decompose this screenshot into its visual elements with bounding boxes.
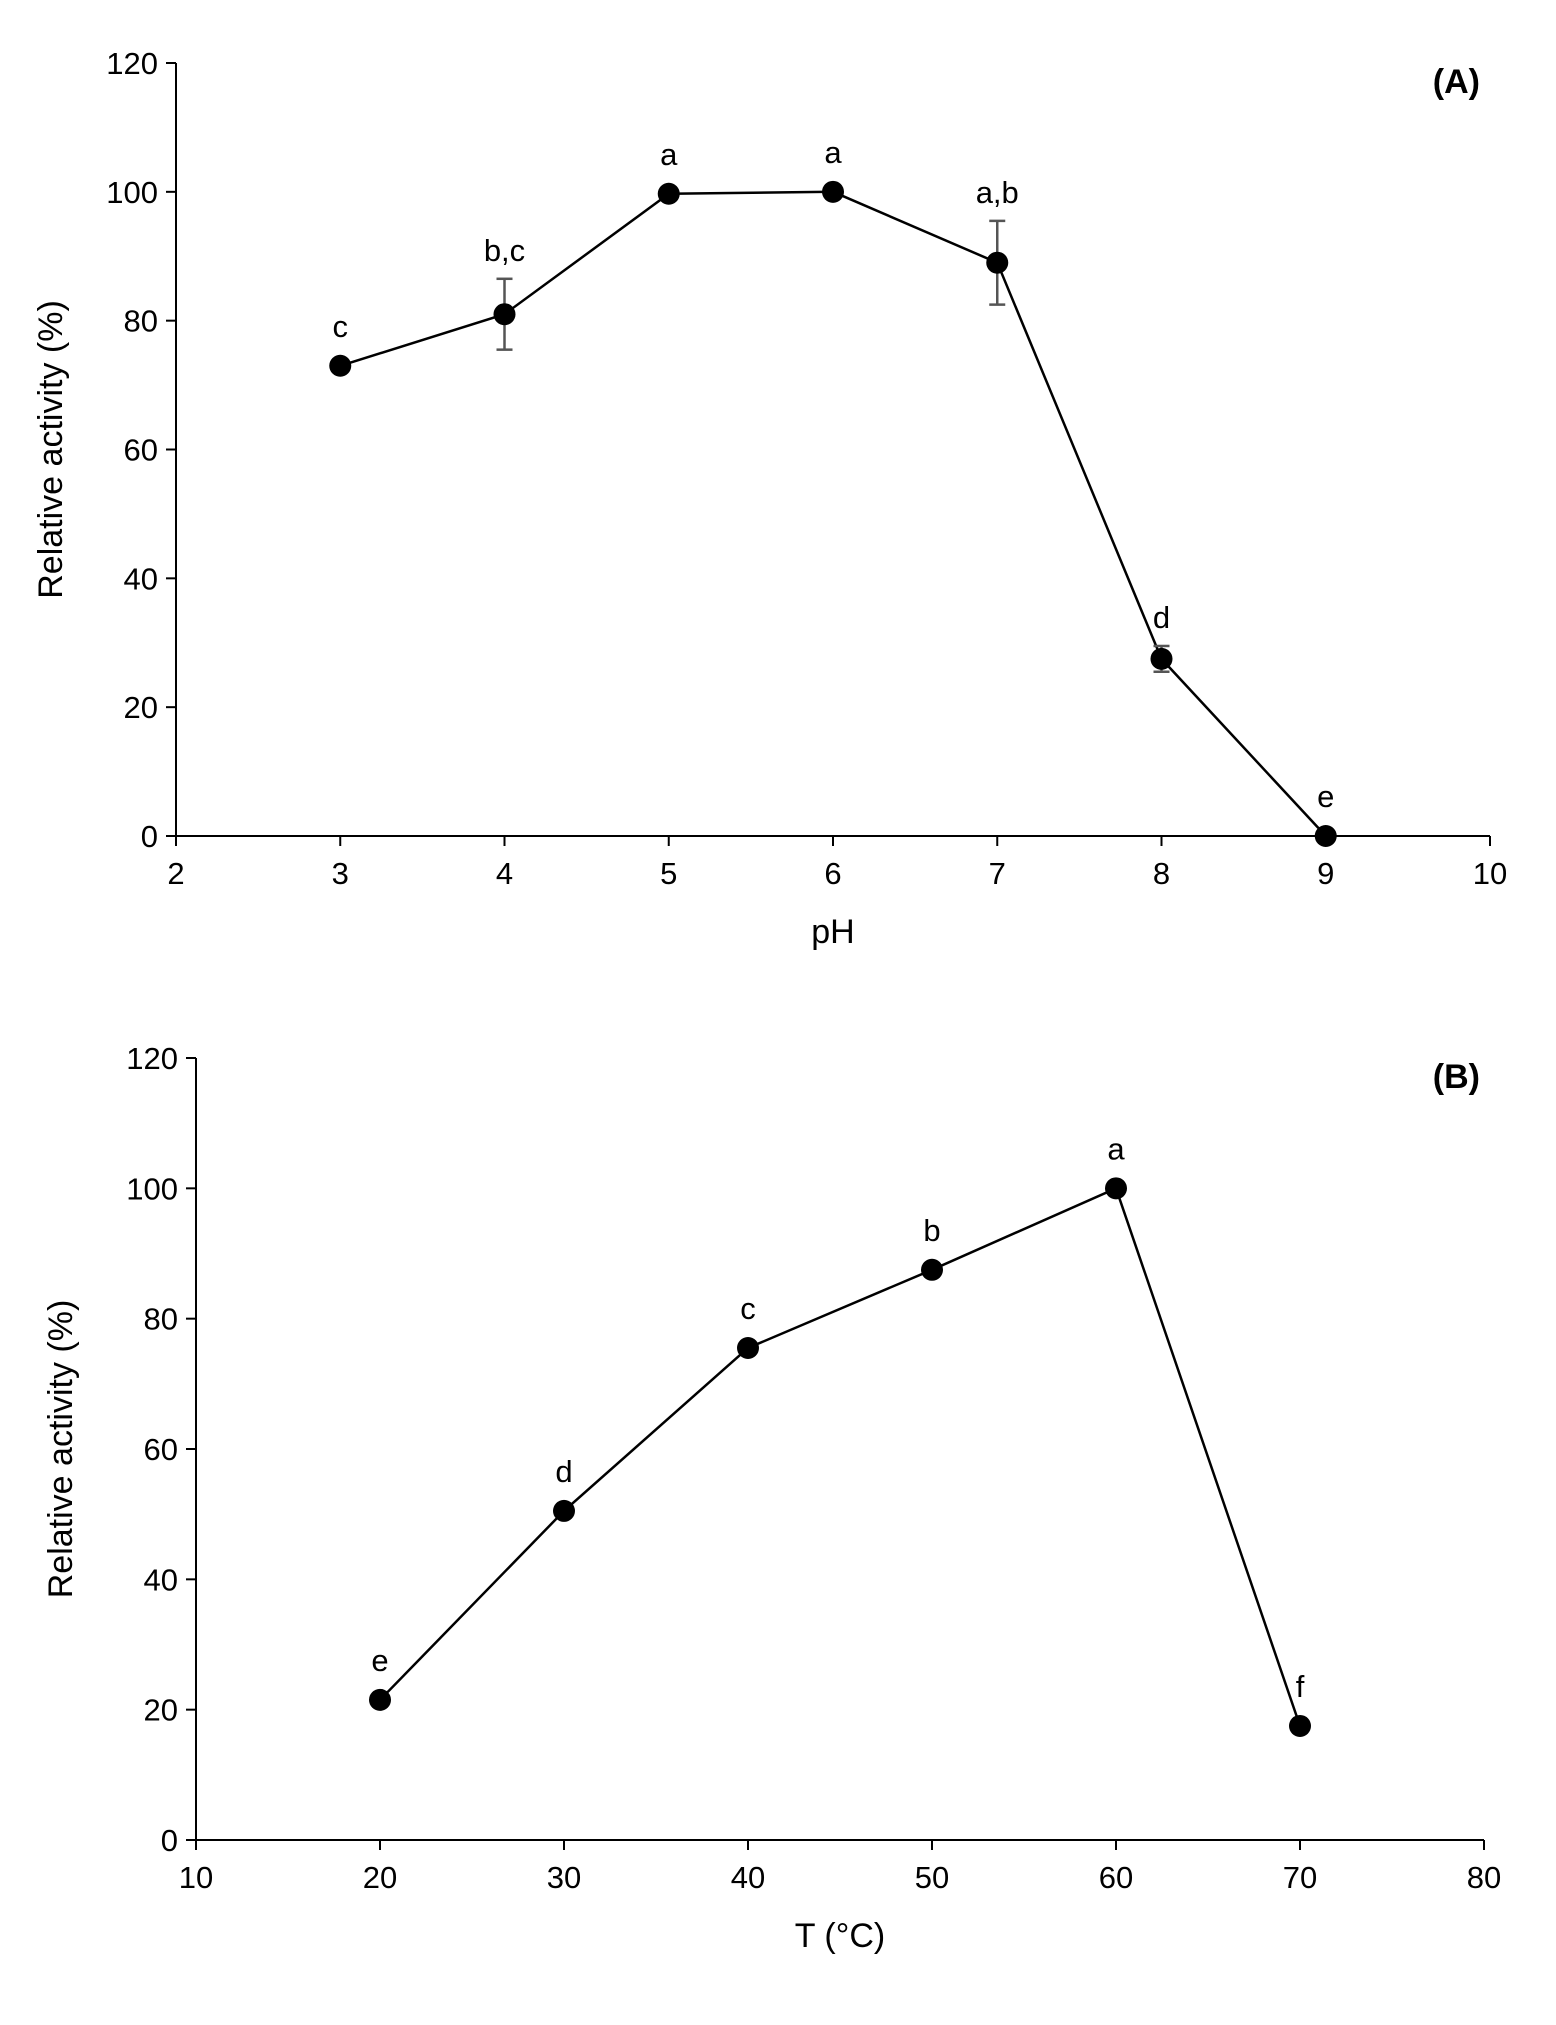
chart1-x-tick-label: 6: [824, 856, 841, 891]
chart2-data-point: [1289, 1714, 1311, 1737]
chart2-data-point: [921, 1258, 943, 1281]
chart1-y-tick-label: 100: [106, 175, 158, 210]
chart1-significance-letter: a: [824, 135, 842, 170]
chart2-panel-label: (B): [1433, 1058, 1480, 1096]
chart1-data-point: [657, 182, 680, 205]
chart2-data-point: [369, 1688, 391, 1711]
chart2-significance-letter: d: [555, 1454, 572, 1489]
chart1-significance-letter: b,c: [484, 233, 525, 268]
chart1-y-tick-label: 20: [124, 690, 158, 725]
panel-b-temperature-activity-chart: 0 20 40 60 80 100 120 10 20 30 40 50 60 70 80 T (°C) Rel…: [42, 1041, 1501, 1955]
chart1-x-tick-label: 9: [1317, 856, 1334, 891]
chart1-x-tick-label: 3: [332, 856, 349, 891]
chart2-data-point: [553, 1499, 575, 1522]
chart1-significance-letter: d: [1153, 600, 1170, 635]
chart1-significance-letter: a: [660, 137, 678, 172]
chart2-x-tick-label: 40: [731, 1860, 765, 1895]
chart2-series-line: [379, 1186, 1302, 1727]
chart2-x-tick-label: 30: [547, 1860, 581, 1895]
chart1-y-tick-label: 0: [141, 819, 158, 854]
chart2-y-tick-label: 80: [144, 1302, 178, 1337]
chart2-x-tick-label: 70: [1283, 1860, 1317, 1895]
chart1-significance-letter: c: [333, 309, 349, 344]
panel-a-ph-activity-chart: 0 20 40 60 80 100 120 2 3 4 5 6 7 8 9 10 pH Relative acti…: [32, 46, 1507, 951]
chart2-y-tick-label: 20: [144, 1693, 178, 1728]
chart2-data-point: [1105, 1177, 1127, 1200]
chart2-significance-letter: b: [923, 1213, 940, 1248]
chart2-significance-letter: c: [740, 1291, 756, 1326]
chart1-y-axis-title: Relative activity (%): [32, 300, 70, 599]
chart1-series-line: [339, 190, 1327, 837]
chart1-data-point: [1150, 647, 1173, 670]
chart1-x-tick-label: 2: [167, 856, 184, 891]
chart1-panel-label: (A): [1433, 63, 1480, 101]
chart1-y-tick-label: 60: [124, 433, 158, 468]
chart1-y-tick-label: 80: [124, 304, 158, 339]
chart1-data-point: [822, 180, 844, 203]
chart1-x-axis-title: pH: [811, 913, 854, 951]
chart1-x-tick-label: 10: [1473, 856, 1507, 891]
chart2-y-tick-label: 40: [144, 1562, 178, 1597]
chart2-significance-letter: e: [371, 1643, 388, 1678]
chart1-x-tick-label: 5: [660, 856, 677, 891]
chart1-x-tick-label: 8: [1153, 856, 1170, 891]
chart1-significance-letter: a,b: [976, 175, 1019, 210]
chart2-x-axis-title: T (°C): [795, 1917, 885, 1955]
chart2-y-tick-label: 100: [126, 1171, 178, 1206]
chart2-significance-letter: f: [1296, 1669, 1305, 1704]
chart2-y-tick-label: 0: [161, 1823, 178, 1858]
chart2-x-tick-label: 60: [1099, 1860, 1133, 1895]
chart1-x-tick-label: 7: [989, 856, 1006, 891]
chart2-y-tick-label: 120: [126, 1041, 178, 1076]
chart1-data-point: [493, 303, 516, 326]
chart2-significance-letter: a: [1107, 1131, 1125, 1166]
chart1-y-tick-label: 120: [106, 46, 158, 81]
chart1-data-point: [986, 251, 1009, 274]
chart2-data-point: [737, 1336, 759, 1359]
chart1-data-point: [329, 354, 352, 377]
chart2-y-tick-label: 60: [144, 1432, 178, 1467]
chart1-x-tick-label: 4: [496, 856, 513, 891]
chart2-y-axis-title: Relative activity (%): [42, 1300, 80, 1599]
chart2-x-tick-label: 10: [179, 1860, 213, 1895]
chart2-x-tick-label: 20: [363, 1860, 397, 1895]
chart1-data-point: [1314, 825, 1337, 847]
chart2-x-tick-label: 50: [915, 1860, 949, 1895]
chart2-x-tick-label: 80: [1467, 1860, 1501, 1895]
chart1-significance-letter: e: [1317, 779, 1334, 814]
chart1-y-tick-label: 40: [124, 561, 158, 596]
